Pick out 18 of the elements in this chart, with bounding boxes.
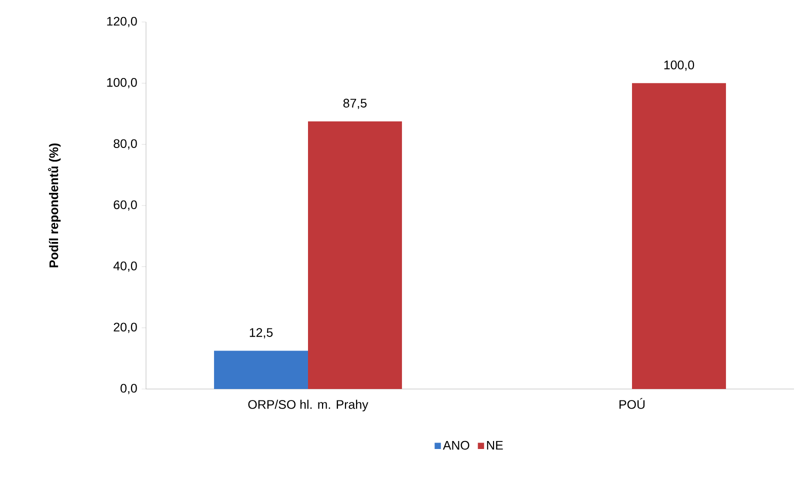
x-tick-label: ORP/SO hl. m. Prahy — [248, 400, 368, 412]
data-label: 100,0 — [664, 60, 694, 71]
y-axis-title: Podíl repondentů (%) — [48, 144, 61, 268]
legend-label: ANO — [442, 440, 470, 450]
data-label: 12,5 — [250, 328, 273, 338]
x-tick-label: POÚ — [620, 398, 645, 409]
data-label: 87,5 — [343, 98, 367, 110]
y-tick-label: 100,0 — [107, 78, 137, 88]
bar — [214, 350, 308, 389]
bar — [308, 121, 402, 389]
y-tick-label: 80,0 — [114, 139, 137, 150]
y-tick-label: 0,0 — [120, 384, 137, 394]
bar — [632, 83, 726, 389]
y-tick-label: 20,0 — [114, 322, 137, 333]
y-tick-label: 120,0 — [107, 16, 137, 28]
legend-label: NE — [487, 440, 503, 450]
y-tick-label: 40,0 — [113, 262, 137, 272]
y-tick-label: 60,0 — [114, 200, 137, 211]
